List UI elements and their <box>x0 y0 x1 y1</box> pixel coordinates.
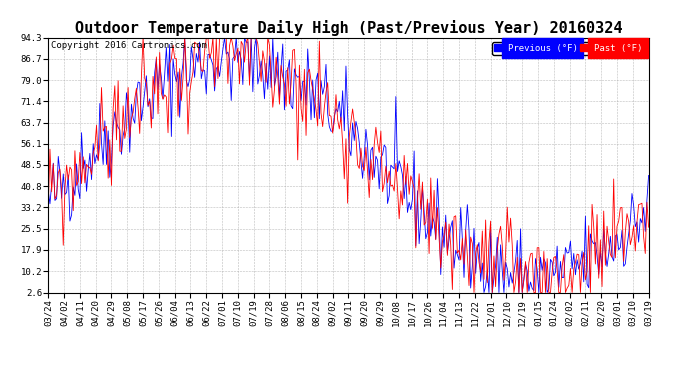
Title: Outdoor Temperature Daily High (Past/Previous Year) 20160324: Outdoor Temperature Daily High (Past/Pre… <box>75 20 622 36</box>
Legend: Previous (°F), Past (°F): Previous (°F), Past (°F) <box>493 42 644 55</box>
Text: Copyright 2016 Cartronics.com: Copyright 2016 Cartronics.com <box>51 41 207 50</box>
